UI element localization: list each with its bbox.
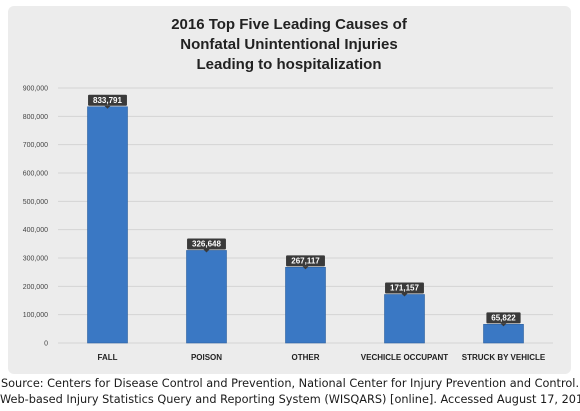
gridlines xyxy=(58,87,553,344)
category-label: POISON xyxy=(191,353,222,362)
y-tick-label: 300,000 xyxy=(23,256,48,263)
y-tick-label: 700,000 xyxy=(23,142,48,149)
y-tick-label: 100,000 xyxy=(23,312,48,319)
data-label-pointer xyxy=(203,249,210,253)
data-label-box xyxy=(88,94,127,106)
chart-title-line: 2016 Top Five Leading Causes of xyxy=(171,16,408,33)
y-tick-label: 600,000 xyxy=(23,171,48,178)
bar xyxy=(483,324,524,344)
bars xyxy=(87,106,524,344)
category-label: VECHICLE OCCUPANT xyxy=(361,353,449,362)
data-label-pointer xyxy=(401,293,408,297)
y-axis-tick-labels: 0 100,000 200,000 300,000 400,000 500,000 600,… xyxy=(23,86,48,348)
data-labels: 833,791 326,648 267,117 171,157 65,822 xyxy=(88,94,521,327)
x-axis-category-labels: FALL POISON OTHER VECHICLE OCCUPANT STRUCK B… xyxy=(98,353,546,362)
chart-panel: 2016 Top Five Leading Causes of Nonfatal … xyxy=(8,6,571,374)
category-label: STRUCK BY VEHICLE xyxy=(462,353,546,362)
data-label: 326,648 xyxy=(192,240,221,249)
y-tick-label: 900,000 xyxy=(23,86,48,93)
source-line-2: Web-based Injury Statistics Query and Re… xyxy=(0,393,580,406)
data-label-box xyxy=(286,255,325,267)
y-tick-label: 0 xyxy=(44,341,48,348)
chart-title-line: Nonfatal Unintentional Injuries xyxy=(180,36,398,53)
data-label-pointer xyxy=(302,266,309,270)
data-label-box xyxy=(385,282,424,294)
data-label: 267,117 xyxy=(291,257,320,266)
data-label-box xyxy=(187,238,226,250)
data-label: 65,822 xyxy=(491,314,516,323)
data-label: 171,157 xyxy=(390,284,419,293)
data-label-box xyxy=(486,312,521,324)
chart-title-line: Leading to hospitalization xyxy=(197,56,382,73)
y-tick-label: 200,000 xyxy=(23,284,48,291)
source-line-1: Source: Centers for Disease Control and … xyxy=(0,377,580,390)
bar-chart: 2016 Top Five Leading Causes of Nonfatal … xyxy=(23,16,553,362)
bar xyxy=(384,294,425,344)
chart-title: 2016 Top Five Leading Causes of Nonfatal … xyxy=(171,16,408,73)
bar xyxy=(285,267,326,344)
bar xyxy=(186,250,227,344)
bar xyxy=(87,106,128,344)
source-note: Source: Centers for Disease Control and … xyxy=(0,376,580,408)
data-label: 833,791 xyxy=(93,96,122,105)
data-label-pointer xyxy=(104,105,111,109)
y-tick-label: 400,000 xyxy=(23,227,48,234)
data-label-pointer xyxy=(500,323,507,327)
y-tick-label: 800,000 xyxy=(23,114,48,121)
category-label: FALL xyxy=(98,353,118,362)
category-label: OTHER xyxy=(292,353,320,362)
y-tick-label: 500,000 xyxy=(23,199,48,206)
